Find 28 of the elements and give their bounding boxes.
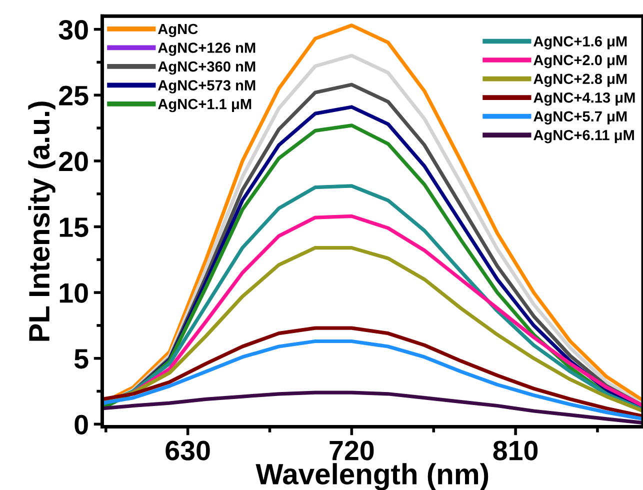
x-tick-label: 810 — [493, 440, 538, 460]
legend-label: AgNC+2.8 μM — [534, 74, 627, 87]
x-axis-title: Wavelength (nm) — [256, 463, 488, 490]
y-tick-label: 25 — [59, 86, 88, 106]
legend-label: AgNC+6.11 μM — [534, 130, 634, 144]
legend-label: AgNC+2.0 μM — [534, 54, 627, 68]
y-tick-label: 30 — [58, 20, 88, 40]
y-tick-label: 0 — [74, 414, 88, 434]
legend-label: AgNC — [158, 24, 198, 38]
x-tick-label: 630 — [166, 440, 210, 460]
y-tick-label: 5 — [74, 349, 88, 369]
line-series — [102, 339, 643, 421]
legend-label: AgNC+573 nM — [158, 80, 256, 94]
x-tick-label: 720 — [330, 440, 374, 460]
y-tick-label: 10 — [60, 283, 88, 303]
legend-label: AgNC+1.1 μM — [158, 98, 252, 112]
line-series — [102, 390, 643, 425]
y-tick-label: 15 — [60, 218, 88, 238]
y-axis-title: PL Intensity (a.u.) — [28, 102, 56, 341]
legend-label: AgNC+360 nM — [158, 61, 256, 75]
legend-label: AgNC+1.6 μM — [534, 36, 627, 50]
line-series — [102, 326, 643, 418]
line-series — [102, 246, 643, 413]
line-series — [131, 214, 643, 408]
legend-label: AgNC+4.13 μM — [534, 92, 635, 106]
legend-label: AgNC+5.7 μM — [534, 111, 627, 124]
y-tick-label: 20 — [59, 152, 88, 172]
legend-label: AgNC+126 nM — [158, 42, 256, 56]
